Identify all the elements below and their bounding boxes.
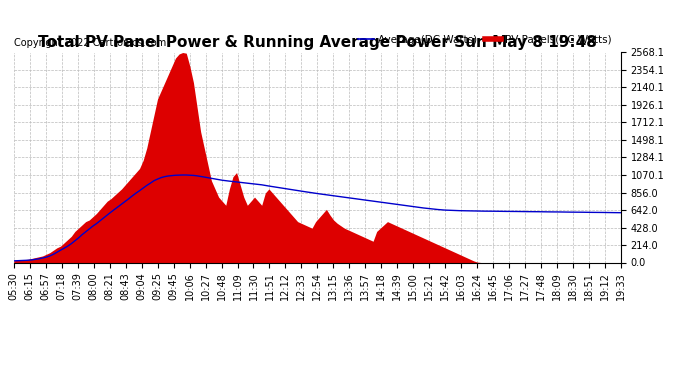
Text: Copyright 2022 Cartronics.com: Copyright 2022 Cartronics.com [14,38,166,48]
Title: Total PV Panel Power & Running Average Power Sun May 8 19:48: Total PV Panel Power & Running Average P… [38,35,597,50]
Legend: Average(DC Watts), PV Panels(DC Watts): Average(DC Watts), PV Panels(DC Watts) [354,30,615,49]
